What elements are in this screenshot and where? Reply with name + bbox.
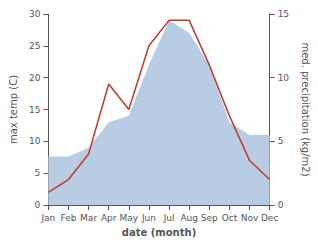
svg-text:25: 25 — [29, 41, 40, 51]
svg-text:30: 30 — [29, 9, 41, 19]
svg-text:Jan: Jan — [40, 213, 55, 223]
svg-text:Feb: Feb — [61, 213, 77, 223]
svg-text:10: 10 — [29, 136, 41, 146]
svg-text:20: 20 — [29, 73, 41, 83]
svg-text:date (month): date (month) — [122, 227, 196, 238]
svg-text:5: 5 — [278, 136, 284, 146]
svg-text:Aug: Aug — [180, 213, 198, 223]
svg-text:10: 10 — [278, 73, 290, 83]
svg-text:Apr: Apr — [101, 213, 117, 223]
svg-text:0: 0 — [278, 200, 284, 210]
svg-text:Jul: Jul — [163, 213, 175, 223]
svg-text:Sep: Sep — [201, 213, 218, 223]
svg-text:med. precipitation (kg/m2): med. precipitation (kg/m2) — [300, 42, 311, 176]
svg-text:15: 15 — [29, 105, 40, 115]
svg-text:Dec: Dec — [261, 213, 278, 223]
svg-text:15: 15 — [278, 9, 289, 19]
svg-text:max temp (C): max temp (C) — [8, 75, 19, 144]
svg-text:Mar: Mar — [80, 213, 97, 223]
svg-text:Oct: Oct — [222, 213, 238, 223]
svg-text:Nov: Nov — [241, 213, 259, 223]
svg-text:5: 5 — [35, 168, 41, 178]
svg-text:Jun: Jun — [141, 213, 156, 223]
svg-text:May: May — [120, 213, 139, 223]
svg-text:0: 0 — [35, 200, 41, 210]
